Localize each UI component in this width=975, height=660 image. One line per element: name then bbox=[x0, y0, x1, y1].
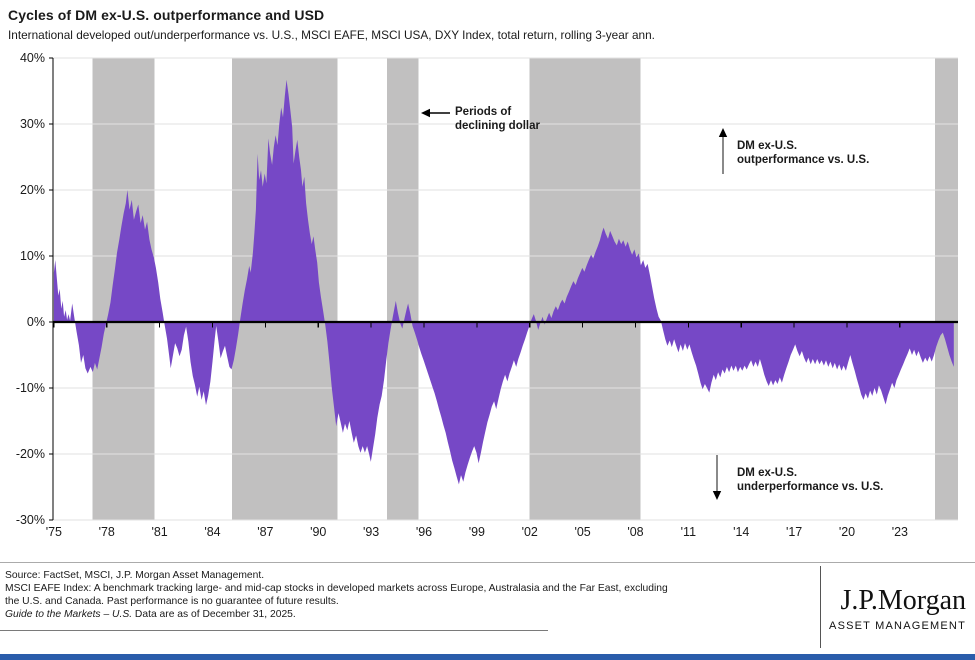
x-tick-label: '90 bbox=[310, 525, 326, 539]
x-tick-label: '75 bbox=[46, 525, 62, 539]
guide-title: Guide to the Markets – U.S. bbox=[5, 609, 133, 620]
left-arrow-head-icon bbox=[421, 108, 430, 118]
x-tick-label: '81 bbox=[151, 525, 167, 539]
x-tick-label: '11 bbox=[681, 525, 696, 539]
x-tick-label: '84 bbox=[204, 525, 220, 539]
annotation-line: Periods of bbox=[455, 106, 512, 118]
annotation-line: declining dollar bbox=[455, 120, 540, 132]
x-tick-label: '93 bbox=[363, 525, 379, 539]
up-arrow-head-icon bbox=[718, 128, 728, 137]
jpmorgan-wordmark: J.P.Morgan bbox=[840, 585, 966, 616]
declining-dollar-annotation: Periods of declining dollar bbox=[455, 105, 540, 133]
as-of-date: Data are as of December 31, 2025. bbox=[132, 609, 296, 620]
down-arrow-head-icon bbox=[712, 491, 722, 500]
underperformance-annotation: DM ex-U.S. underperformance vs. U.S. bbox=[737, 466, 883, 494]
footer-bottom-divider bbox=[0, 630, 548, 631]
page-title: Cycles of DM ex-U.S. outperformance and … bbox=[8, 7, 325, 23]
y-tick-label: -30% bbox=[16, 513, 45, 527]
x-tick-label: '23 bbox=[892, 525, 908, 539]
definition-line: MSCI EAFE Index: A benchmark tracking la… bbox=[5, 583, 668, 594]
x-tick-label: '87 bbox=[257, 525, 273, 539]
footer-top-divider bbox=[0, 562, 975, 563]
chart-subtitle: International developed out/underperform… bbox=[8, 28, 655, 42]
y-tick-label: 30% bbox=[20, 117, 45, 131]
y-tick-label: -20% bbox=[16, 447, 45, 461]
x-tick-label: '14 bbox=[733, 525, 749, 539]
annotation-line: DM ex-U.S. bbox=[737, 467, 798, 479]
declining-dollar-band bbox=[387, 58, 419, 520]
performance-area bbox=[53, 79, 954, 485]
annotation-line: outperformance vs. U.S. bbox=[737, 154, 870, 166]
declining-dollar-band bbox=[935, 58, 958, 520]
x-tick-label: '96 bbox=[416, 525, 432, 539]
source-line: Source: FactSet, MSCI, J.P. Morgan Asset… bbox=[5, 570, 265, 581]
as-of-line: Guide to the Markets – U.S. Data are as … bbox=[5, 608, 815, 621]
x-tick-label: '78 bbox=[99, 525, 115, 539]
footnotes: Source: FactSet, MSCI, J.P. Morgan Asset… bbox=[5, 569, 815, 621]
x-tick-label: '20 bbox=[839, 525, 855, 539]
annotation-line: DM ex-U.S. bbox=[737, 140, 798, 152]
y-tick-label: 10% bbox=[20, 249, 45, 263]
outperformance-annotation: DM ex-U.S. outperformance vs. U.S. bbox=[737, 139, 869, 167]
x-tick-label: '17 bbox=[786, 525, 802, 539]
logo-divider bbox=[820, 566, 821, 648]
y-tick-label: 0% bbox=[27, 315, 45, 329]
jpmorgan-logo: J.P.Morgan ASSET MANAGEMENT bbox=[829, 585, 966, 632]
x-tick-label: '05 bbox=[574, 525, 590, 539]
annotation-line: underperformance vs. U.S. bbox=[737, 481, 884, 493]
y-tick-label: 40% bbox=[20, 51, 45, 65]
y-tick-label: 20% bbox=[20, 183, 45, 197]
asset-management-label: ASSET MANAGEMENT bbox=[829, 620, 966, 632]
x-tick-label: '08 bbox=[627, 525, 643, 539]
bottom-accent-bar bbox=[0, 654, 975, 660]
x-tick-label: '02 bbox=[522, 525, 538, 539]
x-tick-label: '99 bbox=[469, 525, 485, 539]
y-tick-label: -10% bbox=[16, 381, 45, 395]
definition-line: the U.S. and Canada. Past performance is… bbox=[5, 596, 339, 607]
